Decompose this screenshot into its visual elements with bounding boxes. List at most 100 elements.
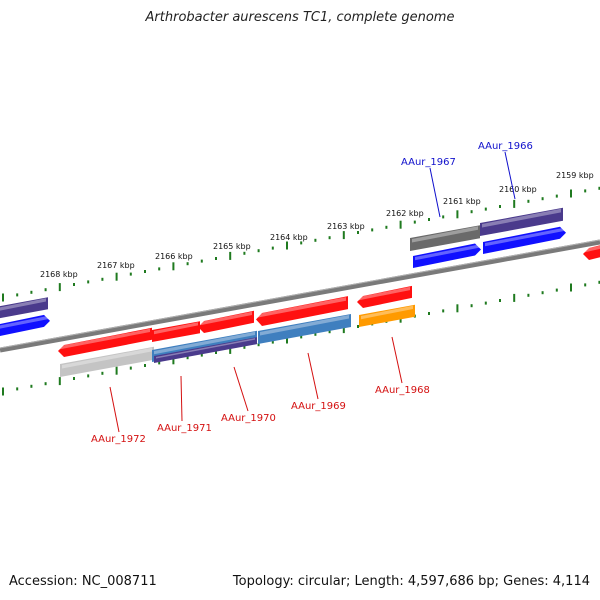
major-tick — [286, 335, 288, 344]
minor-tick — [300, 335, 303, 339]
gene-labels: AAur_1966 AAur_1967 AAur_1968 AAur_1969 AAur… — [91, 141, 533, 445]
scale-label: 2166 kbp — [155, 252, 193, 261]
major-tick — [513, 293, 516, 302]
minor-tick — [158, 361, 161, 365]
minor-tick — [73, 283, 75, 286]
feature-aaur-1968 — [359, 304, 415, 327]
gene-label-aaur-1967[interactable]: AAur_1967 — [401, 157, 456, 218]
minor-tick — [328, 236, 331, 240]
minor-tick — [484, 207, 487, 211]
gene-label-text[interactable]: AAur_1967 — [401, 157, 456, 168]
leader-line — [504, 151, 516, 200]
major-tick — [229, 251, 232, 260]
minor-tick — [186, 262, 189, 266]
minor-tick — [527, 199, 530, 203]
minor-tick — [44, 288, 47, 292]
major-tick — [115, 272, 118, 281]
minor-tick — [314, 238, 317, 242]
minor-tick — [271, 246, 274, 250]
major-tick — [229, 345, 232, 354]
major-tick — [115, 366, 118, 375]
leader-line — [307, 352, 319, 400]
gene-label-aaur-1968[interactable]: AAur_1968 — [375, 336, 430, 396]
minor-tick — [314, 332, 317, 336]
feature-aaur-1967 — [410, 225, 480, 251]
minor-tick — [129, 366, 132, 370]
minor-tick — [499, 299, 501, 302]
minor-tick — [16, 387, 19, 391]
feature-aaur-1970 — [154, 337, 257, 363]
major-tick — [570, 283, 572, 292]
gene-label-aaur-1971[interactable]: AAur_1971 — [157, 375, 212, 434]
feature-purple-left — [0, 297, 48, 319]
gene-label-aaur-1969[interactable]: AAur_1969 — [291, 352, 346, 412]
minor-tick — [598, 280, 600, 284]
feature-red-1 — [58, 327, 152, 357]
leader-line — [391, 336, 403, 384]
leader-line — [109, 386, 120, 433]
scale-label: 2164 kbp — [270, 233, 308, 242]
minor-tick — [129, 272, 132, 276]
major-tick — [172, 356, 175, 365]
genome-summary: Topology: circular; Length: 4,597,686 bp… — [232, 574, 590, 589]
gene-label-text[interactable]: AAur_1969 — [291, 401, 346, 412]
scale-label: 2165 kbp — [213, 242, 251, 251]
major-tick — [172, 262, 175, 271]
minor-tick — [527, 293, 530, 297]
leader-line — [429, 167, 441, 218]
gene-label-text[interactable]: AAur_1966 — [478, 141, 533, 152]
feature-aaur-1968-red — [357, 285, 412, 308]
feature-aaur-1969 — [256, 296, 348, 326]
minor-tick — [541, 291, 544, 295]
gene-label-text[interactable]: AAur_1972 — [91, 434, 146, 445]
minor-tick — [257, 343, 260, 347]
major-tick — [342, 231, 345, 240]
minor-tick — [87, 280, 90, 284]
minor-tick — [555, 194, 558, 198]
feature-aaur-1969-steel — [258, 313, 351, 344]
minor-tick — [584, 189, 587, 193]
minor-tick — [555, 288, 558, 292]
minor-tick — [541, 197, 544, 201]
gene-label-aaur-1966[interactable]: AAur_1966 — [478, 141, 533, 200]
minor-tick — [385, 225, 388, 229]
feature-red-3 — [198, 310, 254, 333]
minor-tick — [215, 351, 217, 354]
gene-label-text[interactable]: AAur_1971 — [157, 423, 212, 434]
feature-red-far-right — [583, 245, 600, 260]
gene-label-aaur-1972[interactable]: AAur_1972 — [91, 386, 146, 445]
minor-tick — [271, 340, 274, 344]
gene-features — [0, 207, 600, 377]
scale-label: 2160 kbp — [499, 185, 537, 194]
major-tick — [2, 293, 4, 302]
feature-blue-left — [0, 314, 50, 336]
minor-tick — [44, 382, 47, 386]
major-tick — [2, 387, 4, 396]
minor-tick — [470, 304, 473, 308]
major-tick — [513, 199, 516, 208]
leader-line — [233, 366, 249, 412]
inner-scale-ticks — [2, 280, 600, 396]
leader-line — [180, 375, 183, 422]
minor-tick — [357, 325, 359, 328]
minor-tick — [428, 312, 430, 315]
minor-tick — [87, 374, 90, 378]
major-tick — [58, 283, 61, 292]
minor-tick — [200, 259, 203, 263]
minor-tick — [158, 267, 161, 271]
major-tick — [456, 210, 459, 219]
minor-tick — [442, 309, 445, 313]
minor-tick — [101, 277, 104, 281]
scale-labels: 2159 kbp 2160 kbp 2161 kbp 2162 kbp 2163 kbp… — [40, 171, 594, 279]
scale-label: 2167 kbp — [97, 261, 135, 270]
gene-label-text[interactable]: AAur_1970 — [221, 413, 276, 424]
minor-tick — [442, 215, 445, 219]
major-tick — [58, 377, 61, 386]
gene-label-text[interactable]: AAur_1968 — [375, 385, 430, 396]
minor-tick — [16, 293, 19, 297]
minor-tick — [144, 270, 146, 273]
minor-tick — [470, 210, 473, 214]
minor-tick — [257, 249, 260, 253]
gene-label-aaur-1970[interactable]: AAur_1970 — [221, 366, 276, 424]
major-tick — [456, 304, 459, 313]
